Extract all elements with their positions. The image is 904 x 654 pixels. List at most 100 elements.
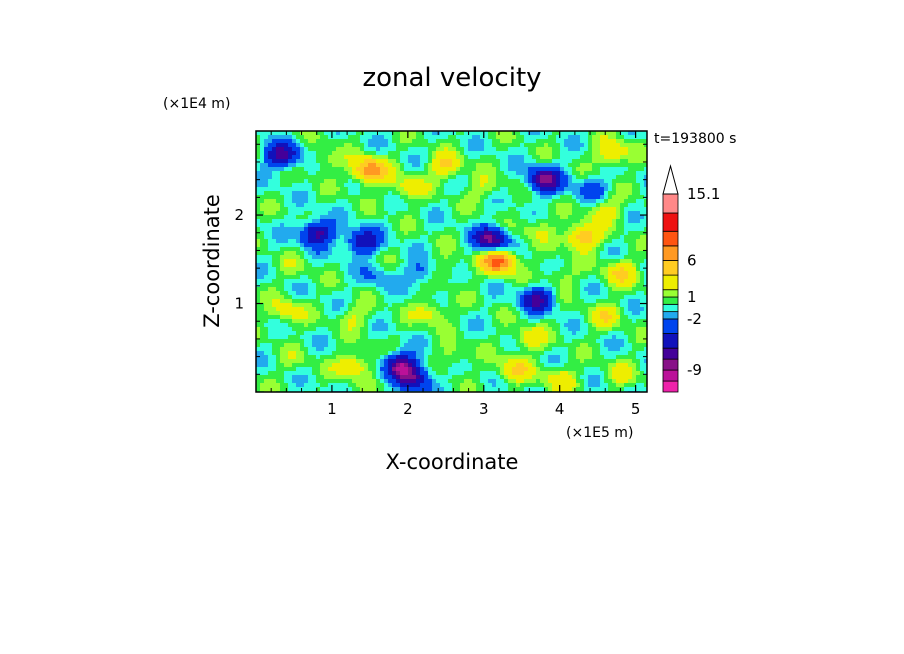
contour-cell [588, 331, 593, 336]
contour-cell [396, 179, 401, 184]
contour-cell [644, 159, 647, 164]
contour-cell [424, 131, 429, 136]
contour-cell [488, 307, 493, 312]
contour-cell [540, 275, 545, 280]
contour-cell [508, 215, 513, 220]
contour-cell [440, 135, 445, 140]
contour-cell [312, 243, 317, 248]
contour-cell [584, 191, 589, 196]
contour-cell [640, 159, 645, 164]
contour-cell [288, 327, 293, 332]
contour-cell [500, 319, 505, 324]
contour-cell [460, 207, 465, 212]
contour-cell [500, 291, 505, 296]
contour-cell [316, 283, 321, 288]
contour-cell [620, 231, 625, 236]
contour-cell [544, 167, 549, 172]
contour-cell [520, 327, 525, 332]
contour-cell [272, 227, 277, 232]
contour-cell [464, 147, 469, 152]
contour-cell [560, 267, 565, 272]
contour-cell [560, 291, 565, 296]
contour-cell [292, 135, 297, 140]
contour-cell [464, 171, 469, 176]
contour-cell [404, 239, 409, 244]
contour-cell [364, 191, 369, 196]
contour-cell [264, 175, 269, 180]
contour-cell [452, 267, 457, 272]
contour-cell [428, 279, 433, 284]
contour-cell [404, 311, 409, 316]
contour-cell [544, 139, 549, 144]
contour-cell [532, 139, 537, 144]
contour-cell [488, 263, 493, 268]
contour-cell [592, 219, 597, 224]
contour-cell [528, 159, 533, 164]
contour-cell [628, 139, 633, 144]
contour-cell [580, 275, 585, 280]
contour-cell [472, 259, 477, 264]
contour-cell [332, 259, 337, 264]
contour-cell [612, 155, 617, 160]
contour-cell [572, 267, 577, 272]
contour-cell [440, 311, 445, 316]
contour-cell [380, 171, 385, 176]
contour-cell [384, 167, 389, 172]
contour-cell [340, 243, 345, 248]
contour-cell [396, 243, 401, 248]
contour-cell [548, 143, 553, 148]
contour-cell [500, 331, 505, 336]
contour-cell [268, 135, 273, 140]
contour-cell [416, 167, 421, 172]
contour-cell [472, 303, 477, 308]
contour-cell [540, 243, 545, 248]
contour-cell [400, 267, 405, 272]
contour-cell [584, 215, 589, 220]
contour-cell [304, 255, 309, 260]
contour-cell [332, 203, 337, 208]
contour-cell [576, 159, 581, 164]
contour-cell [436, 207, 441, 212]
contour-cell [432, 223, 437, 228]
contour-cell [504, 195, 509, 200]
contour-cell [600, 187, 605, 192]
contour-cell [616, 267, 621, 272]
contour-cell [380, 299, 385, 304]
contour-cell [476, 187, 481, 192]
contour-cell [468, 203, 473, 208]
contour-cell [352, 179, 357, 184]
contour-cell [520, 219, 525, 224]
contour-cell [504, 159, 509, 164]
contour-cell [520, 255, 525, 260]
contour-cell [584, 263, 589, 268]
contour-cell [392, 207, 397, 212]
contour-cell [556, 311, 561, 316]
contour-cell [592, 239, 597, 244]
contour-cell [428, 143, 433, 148]
contour-cell [392, 287, 397, 292]
contour-cell [364, 159, 369, 164]
contour-cell [436, 183, 441, 188]
contour-cell [340, 331, 345, 336]
contour-cell [600, 139, 605, 144]
contour-cell [412, 323, 417, 328]
contour-cell [636, 327, 641, 332]
contour-cell [340, 219, 345, 224]
contour-cell [420, 315, 425, 320]
contour-cell [308, 315, 313, 320]
contour-cell [600, 159, 605, 164]
contour-cell [472, 227, 477, 232]
contour-cell [472, 187, 477, 192]
contour-cell [276, 183, 281, 188]
contour-cell [608, 275, 613, 280]
contour-cell [348, 307, 353, 312]
contour-cell [356, 295, 361, 300]
contour-cell [280, 151, 285, 156]
contour-cell [516, 323, 521, 328]
contour-cell [512, 279, 517, 284]
contour-cell [304, 215, 309, 220]
contour-cell [480, 143, 485, 148]
contour-cell [260, 319, 265, 324]
contour-cell [324, 255, 329, 260]
contour-cell [320, 179, 325, 184]
